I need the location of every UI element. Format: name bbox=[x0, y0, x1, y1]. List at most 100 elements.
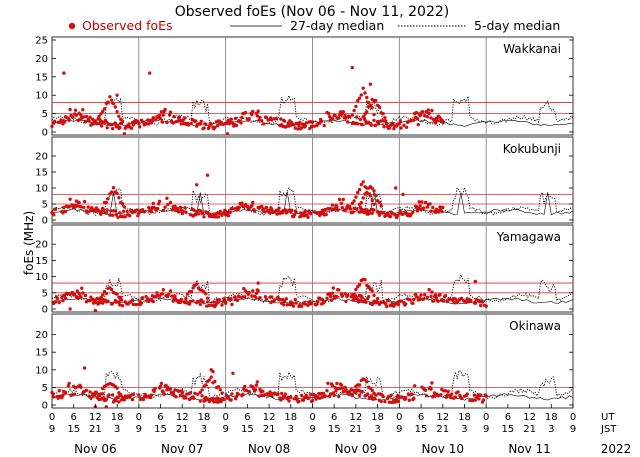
observed-point bbox=[168, 387, 173, 391]
observed-point bbox=[161, 288, 165, 292]
observed-point bbox=[202, 215, 206, 219]
observed-point bbox=[89, 295, 93, 299]
observed-point bbox=[361, 196, 365, 200]
observed-point bbox=[205, 304, 209, 308]
observed-point bbox=[352, 108, 356, 113]
observed-point bbox=[205, 300, 210, 304]
observed-point bbox=[480, 300, 485, 304]
observed-point bbox=[366, 392, 370, 396]
observed-point bbox=[257, 118, 261, 122]
observed-point bbox=[281, 124, 285, 129]
observed-point bbox=[160, 120, 165, 124]
x-tick-label-jst: 15 bbox=[154, 424, 167, 435]
y-tick-label: 15 bbox=[35, 348, 48, 359]
observed-point bbox=[247, 389, 251, 394]
observed-point bbox=[102, 107, 107, 111]
observed-point bbox=[413, 384, 417, 388]
observed-point bbox=[290, 301, 295, 305]
observed-point bbox=[192, 396, 196, 400]
observed-point bbox=[396, 399, 401, 404]
observed-point bbox=[426, 108, 430, 112]
observed-point bbox=[286, 121, 290, 125]
observed-point bbox=[445, 393, 449, 397]
observed-point bbox=[450, 392, 454, 396]
observed-point bbox=[374, 193, 378, 198]
observed-point bbox=[205, 173, 210, 177]
observed-point bbox=[443, 389, 448, 393]
observed-point bbox=[84, 388, 89, 393]
observed-point bbox=[372, 208, 376, 212]
observed-point bbox=[425, 205, 430, 209]
observed-point bbox=[339, 201, 344, 206]
observed-point bbox=[354, 104, 358, 109]
observed-point bbox=[337, 288, 341, 292]
y-tick-label: 20 bbox=[35, 54, 48, 65]
observed-point bbox=[365, 95, 369, 100]
observed-point bbox=[310, 120, 315, 124]
observed-point bbox=[303, 302, 307, 306]
observed-point bbox=[85, 210, 90, 214]
observed-point bbox=[297, 399, 301, 404]
observed-point bbox=[63, 296, 68, 300]
x-tick-label-ut: 18 bbox=[458, 412, 471, 423]
observed-point bbox=[326, 381, 330, 385]
station-label: Okinawa bbox=[509, 319, 561, 333]
y-tick-label: 5 bbox=[42, 109, 48, 120]
observed-point bbox=[414, 110, 419, 115]
x-tick-label-ut: 6 bbox=[418, 412, 424, 423]
observed-point bbox=[316, 300, 320, 304]
observed-point bbox=[352, 199, 356, 203]
observed-point bbox=[256, 109, 260, 113]
x-tick-label-ut: 12 bbox=[523, 412, 536, 423]
observed-point bbox=[357, 210, 362, 214]
observed-point bbox=[453, 297, 458, 301]
observed-point bbox=[191, 299, 195, 303]
observed-point bbox=[79, 385, 83, 389]
observed-point bbox=[435, 119, 439, 123]
x-tick-label-jst: 15 bbox=[502, 424, 515, 435]
x-tick-label-jst: 9 bbox=[222, 424, 228, 435]
observed-point bbox=[430, 381, 434, 385]
observed-point bbox=[198, 122, 202, 126]
observed-point bbox=[209, 122, 213, 126]
observed-point bbox=[347, 115, 352, 119]
observed-point bbox=[264, 205, 269, 210]
observed-point bbox=[82, 115, 86, 119]
x-tick-label-ut: 12 bbox=[263, 412, 276, 423]
observed-point bbox=[243, 110, 248, 115]
observed-point bbox=[161, 208, 165, 213]
x-tick-label-ut: 0 bbox=[570, 412, 576, 423]
observed-point bbox=[216, 385, 221, 389]
x-tick-label-jst: 9 bbox=[570, 424, 576, 435]
observed-point bbox=[404, 302, 408, 306]
y-tick-label: 20 bbox=[35, 330, 48, 341]
observed-point bbox=[74, 113, 79, 117]
observed-point bbox=[158, 384, 163, 389]
observed-point bbox=[176, 210, 181, 214]
observed-point bbox=[179, 297, 183, 302]
observed-point bbox=[108, 213, 112, 217]
observed-point bbox=[333, 385, 337, 390]
observed-point bbox=[188, 391, 193, 395]
observed-point bbox=[260, 204, 264, 209]
observed-point bbox=[285, 303, 289, 307]
observed-point bbox=[303, 209, 307, 213]
observed-point bbox=[399, 299, 403, 303]
observed-point bbox=[412, 396, 416, 400]
y-tick-label: 10 bbox=[35, 184, 48, 195]
observed-point bbox=[346, 293, 350, 297]
observed-point bbox=[186, 292, 190, 296]
observed-point bbox=[73, 386, 78, 390]
observed-point bbox=[193, 391, 197, 395]
observed-point bbox=[68, 107, 72, 112]
observed-point bbox=[348, 207, 353, 211]
observed-point bbox=[294, 394, 298, 399]
observed-point bbox=[272, 391, 277, 395]
observed-point bbox=[283, 208, 288, 212]
observed-point bbox=[162, 392, 166, 396]
observed-point bbox=[363, 91, 367, 95]
observed-point bbox=[261, 389, 265, 393]
observed-point bbox=[340, 294, 344, 298]
observed-point bbox=[163, 205, 167, 209]
observed-point bbox=[77, 200, 81, 205]
